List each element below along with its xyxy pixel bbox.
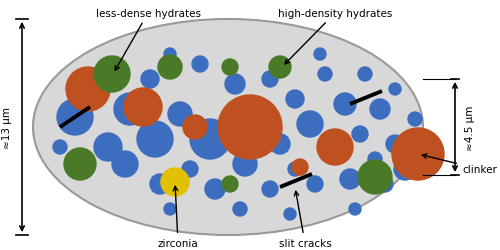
Circle shape bbox=[307, 176, 323, 192]
Circle shape bbox=[124, 89, 162, 126]
Circle shape bbox=[288, 162, 302, 176]
Ellipse shape bbox=[33, 20, 423, 235]
Circle shape bbox=[358, 160, 392, 194]
Circle shape bbox=[314, 49, 326, 61]
Circle shape bbox=[269, 57, 291, 79]
Circle shape bbox=[183, 116, 207, 140]
Circle shape bbox=[286, 91, 304, 108]
Circle shape bbox=[205, 179, 225, 199]
Circle shape bbox=[53, 140, 67, 154]
Circle shape bbox=[284, 208, 296, 220]
Text: less-dense hydrates: less-dense hydrates bbox=[96, 9, 200, 71]
Circle shape bbox=[389, 84, 401, 96]
Text: ≈13 μm: ≈13 μm bbox=[2, 106, 12, 148]
Circle shape bbox=[349, 203, 361, 215]
Circle shape bbox=[358, 68, 372, 82]
Circle shape bbox=[182, 161, 198, 177]
Circle shape bbox=[192, 57, 208, 73]
Circle shape bbox=[222, 176, 238, 192]
Circle shape bbox=[222, 60, 238, 76]
Circle shape bbox=[137, 122, 173, 157]
Circle shape bbox=[270, 134, 290, 154]
Circle shape bbox=[218, 96, 282, 159]
Circle shape bbox=[57, 100, 93, 136]
Circle shape bbox=[318, 68, 332, 82]
Circle shape bbox=[158, 56, 182, 80]
Circle shape bbox=[262, 181, 278, 197]
Circle shape bbox=[164, 49, 176, 61]
Circle shape bbox=[392, 128, 444, 180]
Circle shape bbox=[168, 102, 192, 126]
Circle shape bbox=[334, 94, 356, 116]
Circle shape bbox=[64, 148, 96, 180]
Circle shape bbox=[94, 57, 130, 93]
Circle shape bbox=[370, 100, 390, 119]
Circle shape bbox=[84, 79, 106, 100]
Circle shape bbox=[292, 159, 308, 175]
Circle shape bbox=[368, 152, 382, 166]
Circle shape bbox=[233, 202, 247, 216]
Text: zirconia: zirconia bbox=[158, 186, 198, 248]
Circle shape bbox=[386, 136, 404, 154]
Circle shape bbox=[141, 71, 159, 89]
Circle shape bbox=[225, 75, 245, 94]
Circle shape bbox=[297, 112, 323, 138]
Circle shape bbox=[394, 158, 416, 180]
Circle shape bbox=[352, 126, 368, 142]
Circle shape bbox=[150, 174, 170, 194]
Text: slit cracks: slit cracks bbox=[278, 192, 332, 248]
Text: high-density hydrates: high-density hydrates bbox=[278, 9, 392, 65]
Circle shape bbox=[241, 100, 269, 128]
Text: ≈4.5 μm: ≈4.5 μm bbox=[465, 105, 475, 150]
Circle shape bbox=[161, 168, 189, 196]
Circle shape bbox=[340, 169, 360, 189]
Circle shape bbox=[114, 94, 146, 126]
Circle shape bbox=[317, 130, 353, 165]
Circle shape bbox=[164, 203, 176, 215]
Circle shape bbox=[377, 176, 393, 192]
Circle shape bbox=[233, 152, 257, 176]
Text: clinker: clinker bbox=[422, 154, 497, 174]
Circle shape bbox=[66, 68, 110, 112]
Circle shape bbox=[408, 112, 422, 126]
Circle shape bbox=[94, 134, 122, 161]
Circle shape bbox=[262, 72, 278, 88]
Circle shape bbox=[112, 152, 138, 177]
Circle shape bbox=[190, 120, 230, 159]
Circle shape bbox=[321, 146, 339, 163]
